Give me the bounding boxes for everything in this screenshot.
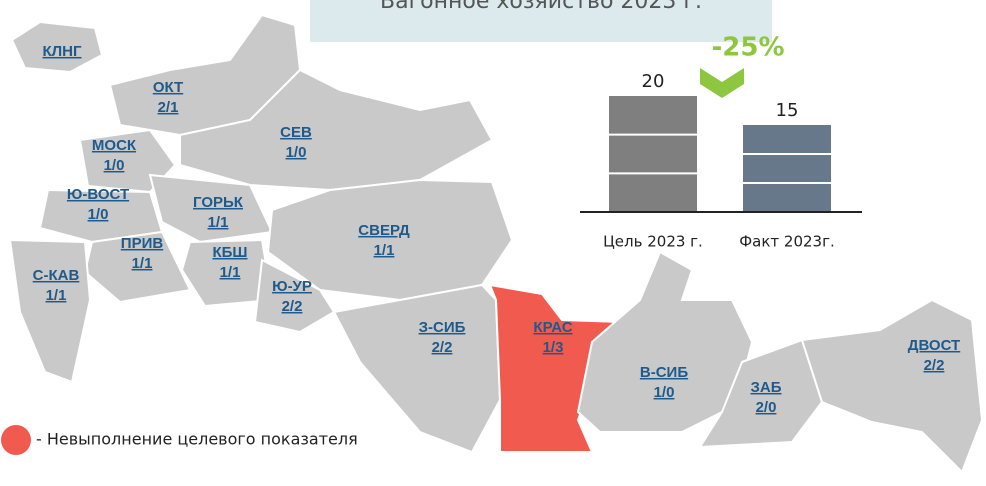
region-name[interactable]: КРАС bbox=[533, 319, 572, 336]
legend-swatch bbox=[1, 425, 31, 455]
region-name[interactable]: МОСК bbox=[92, 137, 137, 154]
legend-text: - Невыполнение целевого показателя bbox=[36, 430, 358, 449]
region-score[interactable]: 1/3 bbox=[543, 339, 564, 356]
region-score[interactable]: 1/1 bbox=[374, 242, 395, 259]
region-score[interactable]: 1/1 bbox=[132, 255, 153, 272]
region-name[interactable]: ОКТ bbox=[153, 79, 183, 96]
region-name[interactable]: ПРИВ bbox=[121, 235, 164, 252]
region-dvost bbox=[800, 298, 984, 474]
bar bbox=[609, 96, 697, 212]
region-name[interactable]: ДВОСТ bbox=[908, 337, 960, 354]
down-chevron bbox=[700, 68, 744, 98]
region-score[interactable]: 2/0 bbox=[756, 399, 777, 416]
region-kbsh bbox=[180, 238, 274, 308]
bar bbox=[743, 125, 831, 212]
region-name[interactable]: КЛНГ bbox=[42, 43, 82, 60]
region-sev bbox=[179, 68, 494, 192]
region-name[interactable]: Ю-УР bbox=[272, 278, 312, 295]
map bbox=[8, 13, 984, 474]
title-box bbox=[310, 0, 772, 42]
region-name[interactable]: С-КАВ bbox=[33, 267, 80, 284]
region-score[interactable]: 2/2 bbox=[432, 339, 453, 356]
region-score[interactable]: 1/1 bbox=[208, 214, 229, 231]
region-z-sib bbox=[332, 283, 502, 454]
region-score[interactable]: 2/1 bbox=[158, 99, 179, 116]
region-score[interactable]: 1/1 bbox=[46, 287, 67, 304]
region-score[interactable]: 1/0 bbox=[654, 384, 675, 401]
region-name[interactable]: З-СИБ bbox=[419, 319, 466, 336]
region-kras bbox=[488, 283, 624, 453]
region-v-sib bbox=[576, 250, 754, 433]
region-name[interactable]: ГОРЬК bbox=[193, 194, 244, 211]
change-label: -25% bbox=[711, 33, 784, 63]
region-klng bbox=[10, 20, 104, 74]
region-score[interactable]: 2/2 bbox=[924, 357, 945, 374]
region-gork bbox=[148, 173, 274, 244]
region-score[interactable]: 1/0 bbox=[286, 144, 307, 161]
region-name[interactable]: ЗАБ bbox=[750, 379, 781, 396]
region-s-kav bbox=[8, 238, 92, 384]
region-name[interactable]: Ю-ВОСТ bbox=[67, 186, 129, 203]
region-name[interactable]: СВЕРД bbox=[358, 222, 410, 239]
value-label: 20 bbox=[642, 71, 665, 92]
region-name[interactable]: СЕВ bbox=[280, 124, 312, 141]
region-sverd bbox=[266, 178, 514, 302]
region-score[interactable]: 2/2 bbox=[282, 298, 303, 315]
region-name[interactable]: В-СИБ bbox=[640, 364, 688, 381]
x-tick-label: Цель 2023 г. bbox=[603, 233, 703, 251]
x-tick-label: Факт 2023г. bbox=[739, 233, 835, 251]
title: Вагонное хозяйство 2023 г. bbox=[380, 0, 702, 14]
region-name[interactable]: КБШ bbox=[212, 244, 247, 261]
region-score[interactable]: 1/0 bbox=[104, 157, 125, 174]
region-yu-ur bbox=[253, 258, 336, 334]
region-score[interactable]: 1/1 bbox=[220, 264, 241, 281]
value-label: 15 bbox=[776, 100, 799, 121]
region-score[interactable]: 1/0 bbox=[88, 206, 109, 223]
